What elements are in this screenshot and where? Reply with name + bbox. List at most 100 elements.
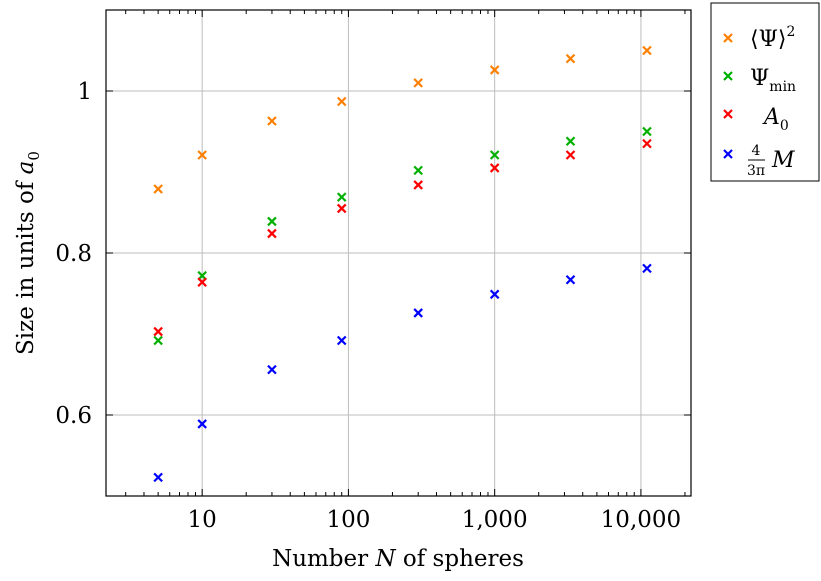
- data-point-series-2: [267, 228, 277, 239]
- data-point-series-1: [267, 216, 277, 227]
- legend-label-3-num: 4: [752, 143, 761, 159]
- x-axis-label-part2: of spheres: [396, 546, 524, 572]
- data-point-series-3-stroke-b: [413, 308, 423, 318]
- x-tick-label: 10: [188, 507, 217, 533]
- data-point-series-1: [336, 192, 347, 202]
- y-axis-label-text: Size in units of: [13, 174, 39, 355]
- legend-label-3-var: M: [771, 148, 795, 173]
- y-axis-label: Size in units of a0: [13, 151, 43, 355]
- y-tick-label: 0.6: [55, 403, 92, 429]
- data-point-series-3-stroke-b: [267, 364, 277, 375]
- y-axis-label-var: a: [13, 161, 39, 175]
- data-point-series-0: [642, 45, 652, 56]
- data-point-series-3: [413, 308, 423, 318]
- data-point-series-2-stroke-b: [565, 150, 576, 160]
- data-point-series-2: [336, 203, 347, 214]
- data-point-series-2: [565, 150, 576, 160]
- data-point-series-3-stroke-b: [489, 289, 500, 300]
- data-point-series-2: [153, 326, 163, 337]
- data-point-series-1-stroke-b: [336, 192, 347, 202]
- data-point-series-1-stroke-b: [267, 216, 277, 227]
- data-point-series-0-stroke-b: [489, 65, 500, 75]
- legend-marker-2-stroke-b: [723, 109, 733, 119]
- data-point-series-0-stroke-b: [565, 53, 576, 64]
- data-point-series-0: [267, 116, 277, 126]
- legend-label-0-main: ⟨Ψ⟩: [750, 27, 786, 52]
- x-axis-label: Number N of spheres: [272, 546, 524, 572]
- data-point-series-0: [413, 78, 423, 88]
- data-point-series-1: [565, 136, 576, 146]
- legend-label-0-sup: 2: [786, 24, 795, 40]
- x-tick-label: 10,000: [601, 507, 681, 533]
- data-point-series-1: [153, 335, 163, 346]
- legend: ⟨Ψ⟩2 Ψmin A0 4 3π M: [710, 2, 820, 182]
- data-point-series-2: [642, 138, 652, 149]
- legend-marker-1-stroke-b: [723, 71, 733, 81]
- y-axis-label-sub: 0: [25, 151, 43, 161]
- data-point-series-0: [489, 65, 500, 75]
- legend-markers: [723, 33, 733, 159]
- data-point-series-1-stroke-b: [565, 136, 576, 146]
- data-point-series-2: [413, 180, 423, 190]
- data-point-series-1-stroke-b: [413, 165, 423, 176]
- x-axis-label-var: N: [374, 546, 396, 572]
- data-point-series-0-stroke-b: [642, 45, 652, 56]
- data-point-series-0-stroke-b: [336, 96, 347, 107]
- data-point-series-0: [153, 184, 163, 194]
- data-point-series-2-stroke-b: [413, 180, 423, 190]
- y-tick-labels: 0.6 0.8 1: [55, 79, 92, 429]
- data-point-series-3: [336, 335, 347, 346]
- legend-label-3: 4 3π M: [747, 143, 795, 179]
- data-point-series-3-stroke-b: [336, 335, 347, 346]
- data-point-series-3: [565, 274, 576, 285]
- data-point-series-2-stroke-b: [267, 228, 277, 239]
- plot-frame: [105, 9, 692, 497]
- legend-label-2: A0: [762, 105, 789, 134]
- data-point-series-2-stroke-b: [153, 326, 163, 337]
- data-point-series-0: [197, 150, 207, 160]
- data-point-series-3-stroke-b: [565, 274, 576, 285]
- y-tick-label: 1: [77, 79, 92, 105]
- data-point-series-3-stroke-b: [642, 263, 652, 274]
- x-tick-label: 1,000: [462, 507, 528, 533]
- data-point-series-2-stroke-b: [489, 163, 500, 173]
- legend-label-1: Ψmin: [750, 66, 796, 95]
- data-point-series-1: [413, 165, 423, 176]
- data-point-series-2-stroke-b: [642, 138, 652, 149]
- x-tick-labels: 10 100 1,000 10,000: [188, 507, 682, 533]
- legend-label-2-sub: 0: [780, 118, 789, 134]
- data-point-series-3: [489, 289, 500, 300]
- legend-marker-2: [723, 109, 733, 119]
- legend-marker-3-stroke-b: [723, 149, 733, 159]
- data-point-series-1-stroke-b: [153, 335, 163, 346]
- data-point-series-0-stroke-b: [153, 184, 163, 194]
- y-tick-label: 0.8: [55, 241, 92, 267]
- axis-ticks: [106, 10, 691, 496]
- grid: [106, 10, 691, 496]
- data-point-series-3-stroke-b: [153, 472, 163, 483]
- data-point-series-3: [197, 419, 207, 429]
- data-point-series-2-stroke-b: [336, 203, 347, 214]
- legend-label-0: ⟨Ψ⟩2: [750, 24, 795, 52]
- legend-label-2-main: A: [762, 105, 780, 130]
- data-point-series-0-stroke-b: [413, 78, 423, 88]
- legend-marker-3: [723, 149, 733, 159]
- data-point-series-1: [642, 126, 652, 137]
- x-tick-label: 100: [326, 507, 370, 533]
- data-point-series-3-stroke-b: [197, 419, 207, 429]
- data-point-series-3: [642, 263, 652, 274]
- data-point-series-3: [267, 364, 277, 375]
- legend-label-3-den: 3π: [747, 163, 765, 179]
- data-point-series-2-stroke-b: [197, 277, 207, 287]
- data-point-series-0: [565, 53, 576, 64]
- x-axis-label-part1: Number: [272, 546, 375, 572]
- data-point-series-2: [197, 277, 207, 287]
- data-points: [153, 45, 652, 483]
- legend-marker-0-stroke-b: [723, 33, 733, 43]
- data-point-series-0: [336, 96, 347, 107]
- data-point-series-0-stroke-b: [197, 150, 207, 160]
- data-point-series-2: [489, 163, 500, 173]
- legend-marker-1: [723, 71, 733, 81]
- data-point-series-1-stroke-b: [642, 126, 652, 137]
